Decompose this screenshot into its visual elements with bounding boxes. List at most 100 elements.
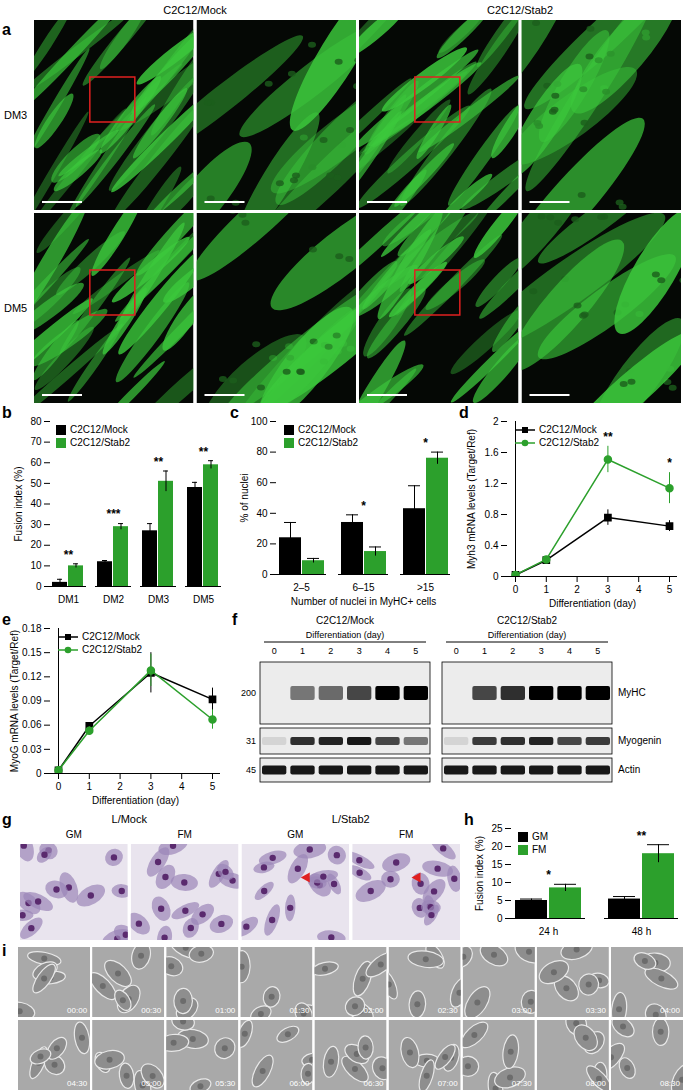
svg-text:31: 31: [246, 736, 256, 746]
svg-text:6–15: 6–15: [352, 582, 375, 593]
svg-text:40: 40: [256, 508, 268, 519]
svg-text:0.15: 0.15: [22, 647, 42, 658]
svg-text:20: 20: [30, 539, 42, 550]
svg-text:1: 1: [87, 781, 93, 792]
svg-text:08:00: 08:00: [586, 1079, 607, 1088]
svg-text:C2C12/Mock: C2C12/Mock: [316, 615, 375, 626]
svg-text:DM3: DM3: [148, 594, 170, 605]
svg-text:40: 40: [30, 498, 42, 509]
svg-text:% of nuclei: % of nuclei: [239, 474, 250, 523]
svg-text:MyoG mRNA levels (Target/Ref): MyoG mRNA levels (Target/Ref): [9, 630, 20, 772]
svg-text:2: 2: [328, 646, 333, 656]
svg-text:4: 4: [179, 781, 185, 792]
svg-text:0.18: 0.18: [22, 623, 42, 634]
svg-text:5: 5: [413, 646, 418, 656]
svg-text:0.03: 0.03: [22, 744, 42, 755]
svg-text:70: 70: [30, 436, 42, 447]
svg-text:L/Stab2: L/Stab2: [332, 813, 370, 825]
svg-text:2: 2: [493, 416, 499, 427]
svg-text:0: 0: [497, 913, 503, 924]
svg-text:Differentiation (day): Differentiation (day): [549, 598, 636, 609]
svg-text:**: **: [154, 455, 164, 469]
svg-text:0: 0: [272, 646, 277, 656]
svg-text:0.06: 0.06: [22, 719, 42, 730]
svg-text:3: 3: [148, 781, 154, 792]
svg-text:C2C12/Stab2: C2C12/Stab2: [497, 615, 557, 626]
svg-text:04:00: 04:00: [660, 1006, 681, 1015]
svg-text:0.12: 0.12: [22, 671, 42, 682]
svg-text:1.2: 1.2: [485, 478, 499, 489]
svg-text:0.8: 0.8: [485, 509, 499, 520]
svg-text:0: 0: [262, 569, 268, 580]
svg-text:20: 20: [256, 538, 268, 549]
svg-text:**: **: [637, 829, 647, 843]
svg-text:4: 4: [636, 584, 642, 595]
svg-text:07:00: 07:00: [438, 1079, 459, 1088]
svg-text:4: 4: [385, 646, 390, 656]
svg-text:**: **: [199, 445, 209, 459]
svg-text:Fusion index (%): Fusion index (%): [474, 836, 485, 911]
svg-text:Myh3 mRNA levels (Target/Ref): Myh3 mRNA levels (Target/Ref): [466, 429, 477, 569]
svg-text:3: 3: [605, 584, 611, 595]
svg-text:DM2: DM2: [103, 594, 125, 605]
svg-text:1: 1: [482, 646, 487, 656]
svg-text:Differentiation (day): Differentiation (day): [92, 795, 179, 806]
svg-text:DM5: DM5: [4, 302, 27, 314]
svg-text:02:30: 02:30: [438, 1006, 459, 1015]
svg-text:*: *: [667, 456, 672, 470]
svg-text:00:30: 00:30: [141, 1006, 162, 1015]
svg-text:0: 0: [454, 646, 459, 656]
svg-text:GM: GM: [287, 829, 303, 840]
svg-text:05:00: 05:00: [141, 1079, 162, 1088]
svg-text:Number of nuclei in MyHC+ cell: Number of nuclei in MyHC+ cells: [291, 596, 436, 607]
svg-text:3: 3: [357, 646, 362, 656]
svg-text:C2C12/Stab2: C2C12/Stab2: [487, 4, 553, 16]
svg-text:4: 4: [567, 646, 572, 656]
svg-text:24 h: 24 h: [539, 926, 558, 937]
svg-text:0: 0: [36, 581, 42, 592]
svg-text:5: 5: [210, 781, 216, 792]
svg-text:*: *: [361, 499, 366, 513]
svg-text:0: 0: [493, 571, 499, 582]
svg-text:04:30: 04:30: [67, 1079, 88, 1088]
svg-text:***: ***: [106, 507, 120, 521]
svg-text:Myogenin: Myogenin: [618, 735, 661, 746]
svg-text:Differentiation (day): Differentiation (day): [306, 630, 384, 640]
svg-text:200: 200: [241, 688, 256, 698]
svg-text:25: 25: [491, 823, 503, 834]
svg-text:5: 5: [667, 584, 673, 595]
svg-text:80: 80: [30, 416, 42, 427]
svg-text:DM3: DM3: [4, 109, 27, 121]
svg-text:48 h: 48 h: [632, 926, 651, 937]
svg-text:45: 45: [246, 765, 256, 775]
svg-text:06:30: 06:30: [364, 1079, 385, 1088]
svg-text:Fusion index (%): Fusion index (%): [13, 466, 24, 541]
svg-text:MyHC: MyHC: [618, 687, 646, 698]
svg-text:50: 50: [30, 478, 42, 489]
svg-text:2–5: 2–5: [293, 582, 310, 593]
svg-text:C2C12/Mock: C2C12/Mock: [163, 4, 227, 16]
svg-text:10: 10: [491, 877, 503, 888]
svg-text:07:30: 07:30: [512, 1079, 533, 1088]
svg-text:00:00: 00:00: [67, 1006, 88, 1015]
svg-text:>15: >15: [417, 582, 434, 593]
svg-text:02:00: 02:00: [364, 1006, 385, 1015]
svg-text:03:00: 03:00: [512, 1006, 533, 1015]
svg-text:0.09: 0.09: [22, 695, 42, 706]
svg-text:2: 2: [117, 781, 123, 792]
svg-text:1.6: 1.6: [485, 447, 499, 458]
svg-text:Differentiation (day): Differentiation (day): [488, 630, 566, 640]
svg-text:1: 1: [544, 584, 550, 595]
svg-text:2: 2: [574, 584, 580, 595]
svg-text:1: 1: [300, 646, 305, 656]
svg-text:**: **: [603, 430, 613, 444]
svg-text:GM: GM: [66, 829, 82, 840]
svg-text:FM: FM: [177, 829, 191, 840]
svg-text:*: *: [423, 436, 428, 450]
svg-text:0: 0: [36, 768, 42, 779]
svg-text:03:30: 03:30: [586, 1006, 607, 1015]
svg-text:60: 60: [30, 457, 42, 468]
svg-text:**: **: [64, 548, 74, 562]
svg-text:08:30: 08:30: [660, 1079, 681, 1088]
svg-text:0: 0: [513, 584, 519, 595]
